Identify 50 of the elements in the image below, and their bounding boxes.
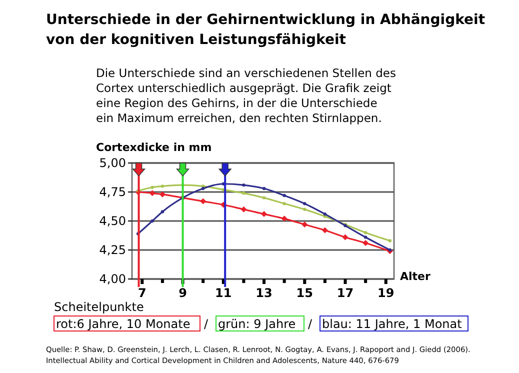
point <box>242 183 246 187</box>
y-tick-label: 5,00 <box>99 156 126 170</box>
x-tick-label: 11 <box>215 286 232 300</box>
chart-title: Unterschiede in der Gehirnentwicklung in Abhängigkeit von der kognitiven Leistungsfähigkeit <box>46 12 486 48</box>
point <box>282 194 286 198</box>
x-tick-label: 15 <box>296 286 313 300</box>
point <box>150 186 154 189</box>
point <box>364 231 368 234</box>
y-tick-label: 4,75 <box>99 185 126 199</box>
point <box>200 198 206 204</box>
x-tick-label: 7 <box>138 286 146 300</box>
point <box>281 216 288 222</box>
text: grün: 9 Jahre <box>218 317 296 331</box>
point <box>160 184 164 188</box>
point <box>302 221 308 228</box>
point <box>149 190 156 196</box>
x-tick-label: 19 <box>378 286 394 300</box>
text: / <box>308 317 313 331</box>
point <box>303 202 306 206</box>
point <box>364 236 368 239</box>
y-axis-title: Cortexdicke in mm <box>96 141 212 154</box>
point <box>160 210 164 214</box>
point <box>240 206 247 212</box>
point <box>262 196 266 200</box>
text: / <box>204 317 209 331</box>
x-tick-label: 9 <box>178 286 187 300</box>
point <box>201 186 205 190</box>
point <box>388 239 392 242</box>
point <box>388 248 392 252</box>
x-tick-label: 13 <box>256 286 272 300</box>
y-tick-label: 4,00 <box>99 272 126 286</box>
point <box>150 219 154 223</box>
y-tick-label: 4,25 <box>99 243 126 257</box>
text: rot:6 Jahre, 10 Monate <box>56 317 190 331</box>
point <box>322 227 328 234</box>
point <box>362 240 369 246</box>
point <box>303 208 306 211</box>
point <box>282 202 286 206</box>
point <box>323 212 327 216</box>
point <box>261 211 268 218</box>
point <box>262 186 266 190</box>
chart-subtitle: Die Unterschiede sind an verschiedenen Stellen des Cortex unterschiedlich ausgeprägt. Die Grafik zeigt eine Region des Gehirns, in der die Unterschiede ein Maximum erreichen, den rechten Stirnlappen. <box>96 66 396 125</box>
point <box>342 234 348 240</box>
point <box>242 192 246 195</box>
y-tick-label: 4,50 <box>99 214 126 228</box>
x-tick-label: 17 <box>336 286 354 300</box>
text: Scheitelpunkte <box>54 300 144 314</box>
x-axis-title: Alter <box>400 270 431 283</box>
text: blau: 11 Jahre, 1 Monat <box>322 317 462 331</box>
point <box>159 191 166 198</box>
